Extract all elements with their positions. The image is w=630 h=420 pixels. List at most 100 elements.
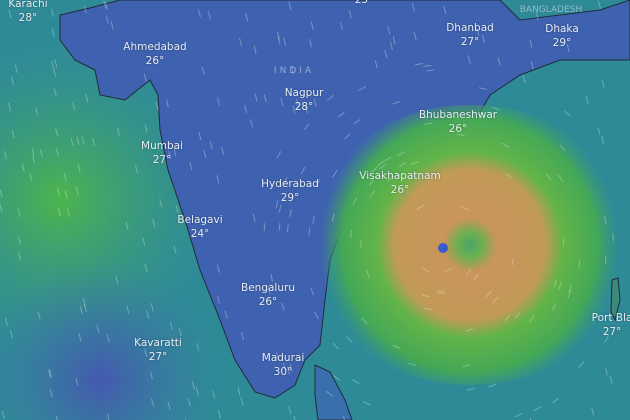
wind-streak [533,406,542,412]
wind-streak [568,284,572,293]
wind-streak [366,269,370,278]
wind-streak [32,154,36,164]
wind-streak [275,200,279,209]
wind-streak [143,73,147,82]
wind-streak [31,147,35,156]
city-temperature: 26° [390,184,410,196]
wind-streak [416,204,424,210]
wind-streak [195,387,199,396]
wind-streak [252,214,256,223]
wind-streak [361,317,368,325]
wind-streak [276,31,280,40]
wind-streak [529,417,532,420]
wind-streak [331,213,335,222]
city-label[interactable]: Kavaratti 27° [134,336,182,364]
wind-streak [514,311,521,319]
wind-streak [0,189,3,198]
city-label[interactable]: Madurai 30° [262,351,304,379]
wind-streak [423,116,432,119]
wind-streak [461,206,469,211]
wind-streak [35,107,39,116]
wind-streak [296,99,300,108]
wind-streak [389,41,393,50]
wind-streak [221,146,225,156]
city-temperature: 27° [152,154,172,166]
city-name: Mumbai [141,140,183,152]
wind-streak [78,333,82,342]
wind-streak [339,21,343,31]
wind-streak [514,413,523,418]
wind-streak [344,133,351,140]
wind-streak [115,276,119,285]
wind-streak [217,295,221,304]
wind-streak [604,367,608,376]
wind-streak [167,401,171,410]
wind-streak [277,36,281,45]
city-label[interactable]: Visakhapatnam 26° [359,169,440,197]
wind-streak [413,32,417,41]
wind-streaks [0,0,615,420]
wind-streak [421,267,430,273]
city-name: Madurai [261,352,305,364]
wind-streak [492,296,499,304]
wind-streak [566,43,570,53]
wind-streak [17,208,21,217]
wind-streak [63,173,67,182]
city-label[interactable]: Bengaluru 26° [241,281,295,309]
wind-streak [77,163,81,173]
wind-streak [313,98,317,107]
wind-streak [82,297,86,306]
wind-streak [4,317,8,326]
wind-streak [552,397,560,404]
city-label[interactable]: Bhubaneshwar 26° [419,108,497,136]
city-label[interactable]: Hyderabad 29° [261,177,319,205]
wind-streak [562,238,565,247]
wind-streak [546,173,552,181]
city-name: Hyderabad [261,178,319,190]
city-label[interactable]: Dhaka 29° [545,22,579,50]
city-label[interactable]: Dhanbad 27° [446,21,494,49]
cyclone-eye-icon [438,243,448,253]
city-label[interactable]: Nagpur 28° [285,86,324,114]
city-label[interactable]: 25° [355,0,374,7]
city-label[interactable]: Ahmedabad 26° [123,40,186,68]
wind-streak [104,1,108,10]
city-name: Belagavi [177,214,223,226]
wind-streak [14,64,18,73]
wind-streak [92,138,96,147]
wind-streak [270,273,273,282]
city-label[interactable]: Belagavi 24° [177,213,222,241]
wind-streak [585,95,589,105]
wind-streak [481,34,485,44]
wind-streak [144,124,148,133]
wind-streak [263,94,267,103]
wind-streak [198,132,202,141]
wind-streak [216,175,220,184]
wind-streak [207,11,211,20]
city-temperature: 29° [552,37,572,49]
wind-streak [64,190,68,199]
wind-streak [53,88,57,97]
city-label[interactable]: Mumbai 27° [141,139,183,167]
wind-streak [398,162,407,167]
city-name: Bhubaneshwar [418,109,498,121]
wind-streak [559,144,566,152]
wind-streak [421,294,430,298]
wind-streak [332,170,338,178]
wind-streak [443,6,447,15]
wind-streak [55,128,59,137]
wind-streak [327,94,334,101]
wind-streak [10,330,14,339]
wind-streak [116,127,120,136]
wind-streak [612,233,615,242]
wind-streak [283,37,287,47]
wind-streak [379,163,387,170]
wind-streak [150,303,154,312]
city-label[interactable]: Karachi 28° [8,0,47,25]
city-temperature: 27° [602,326,622,338]
wind-streak [497,57,501,66]
wind-streak [135,165,139,174]
wind-streak [511,257,514,266]
city-label[interactable]: Port Bla 27° [592,311,630,339]
